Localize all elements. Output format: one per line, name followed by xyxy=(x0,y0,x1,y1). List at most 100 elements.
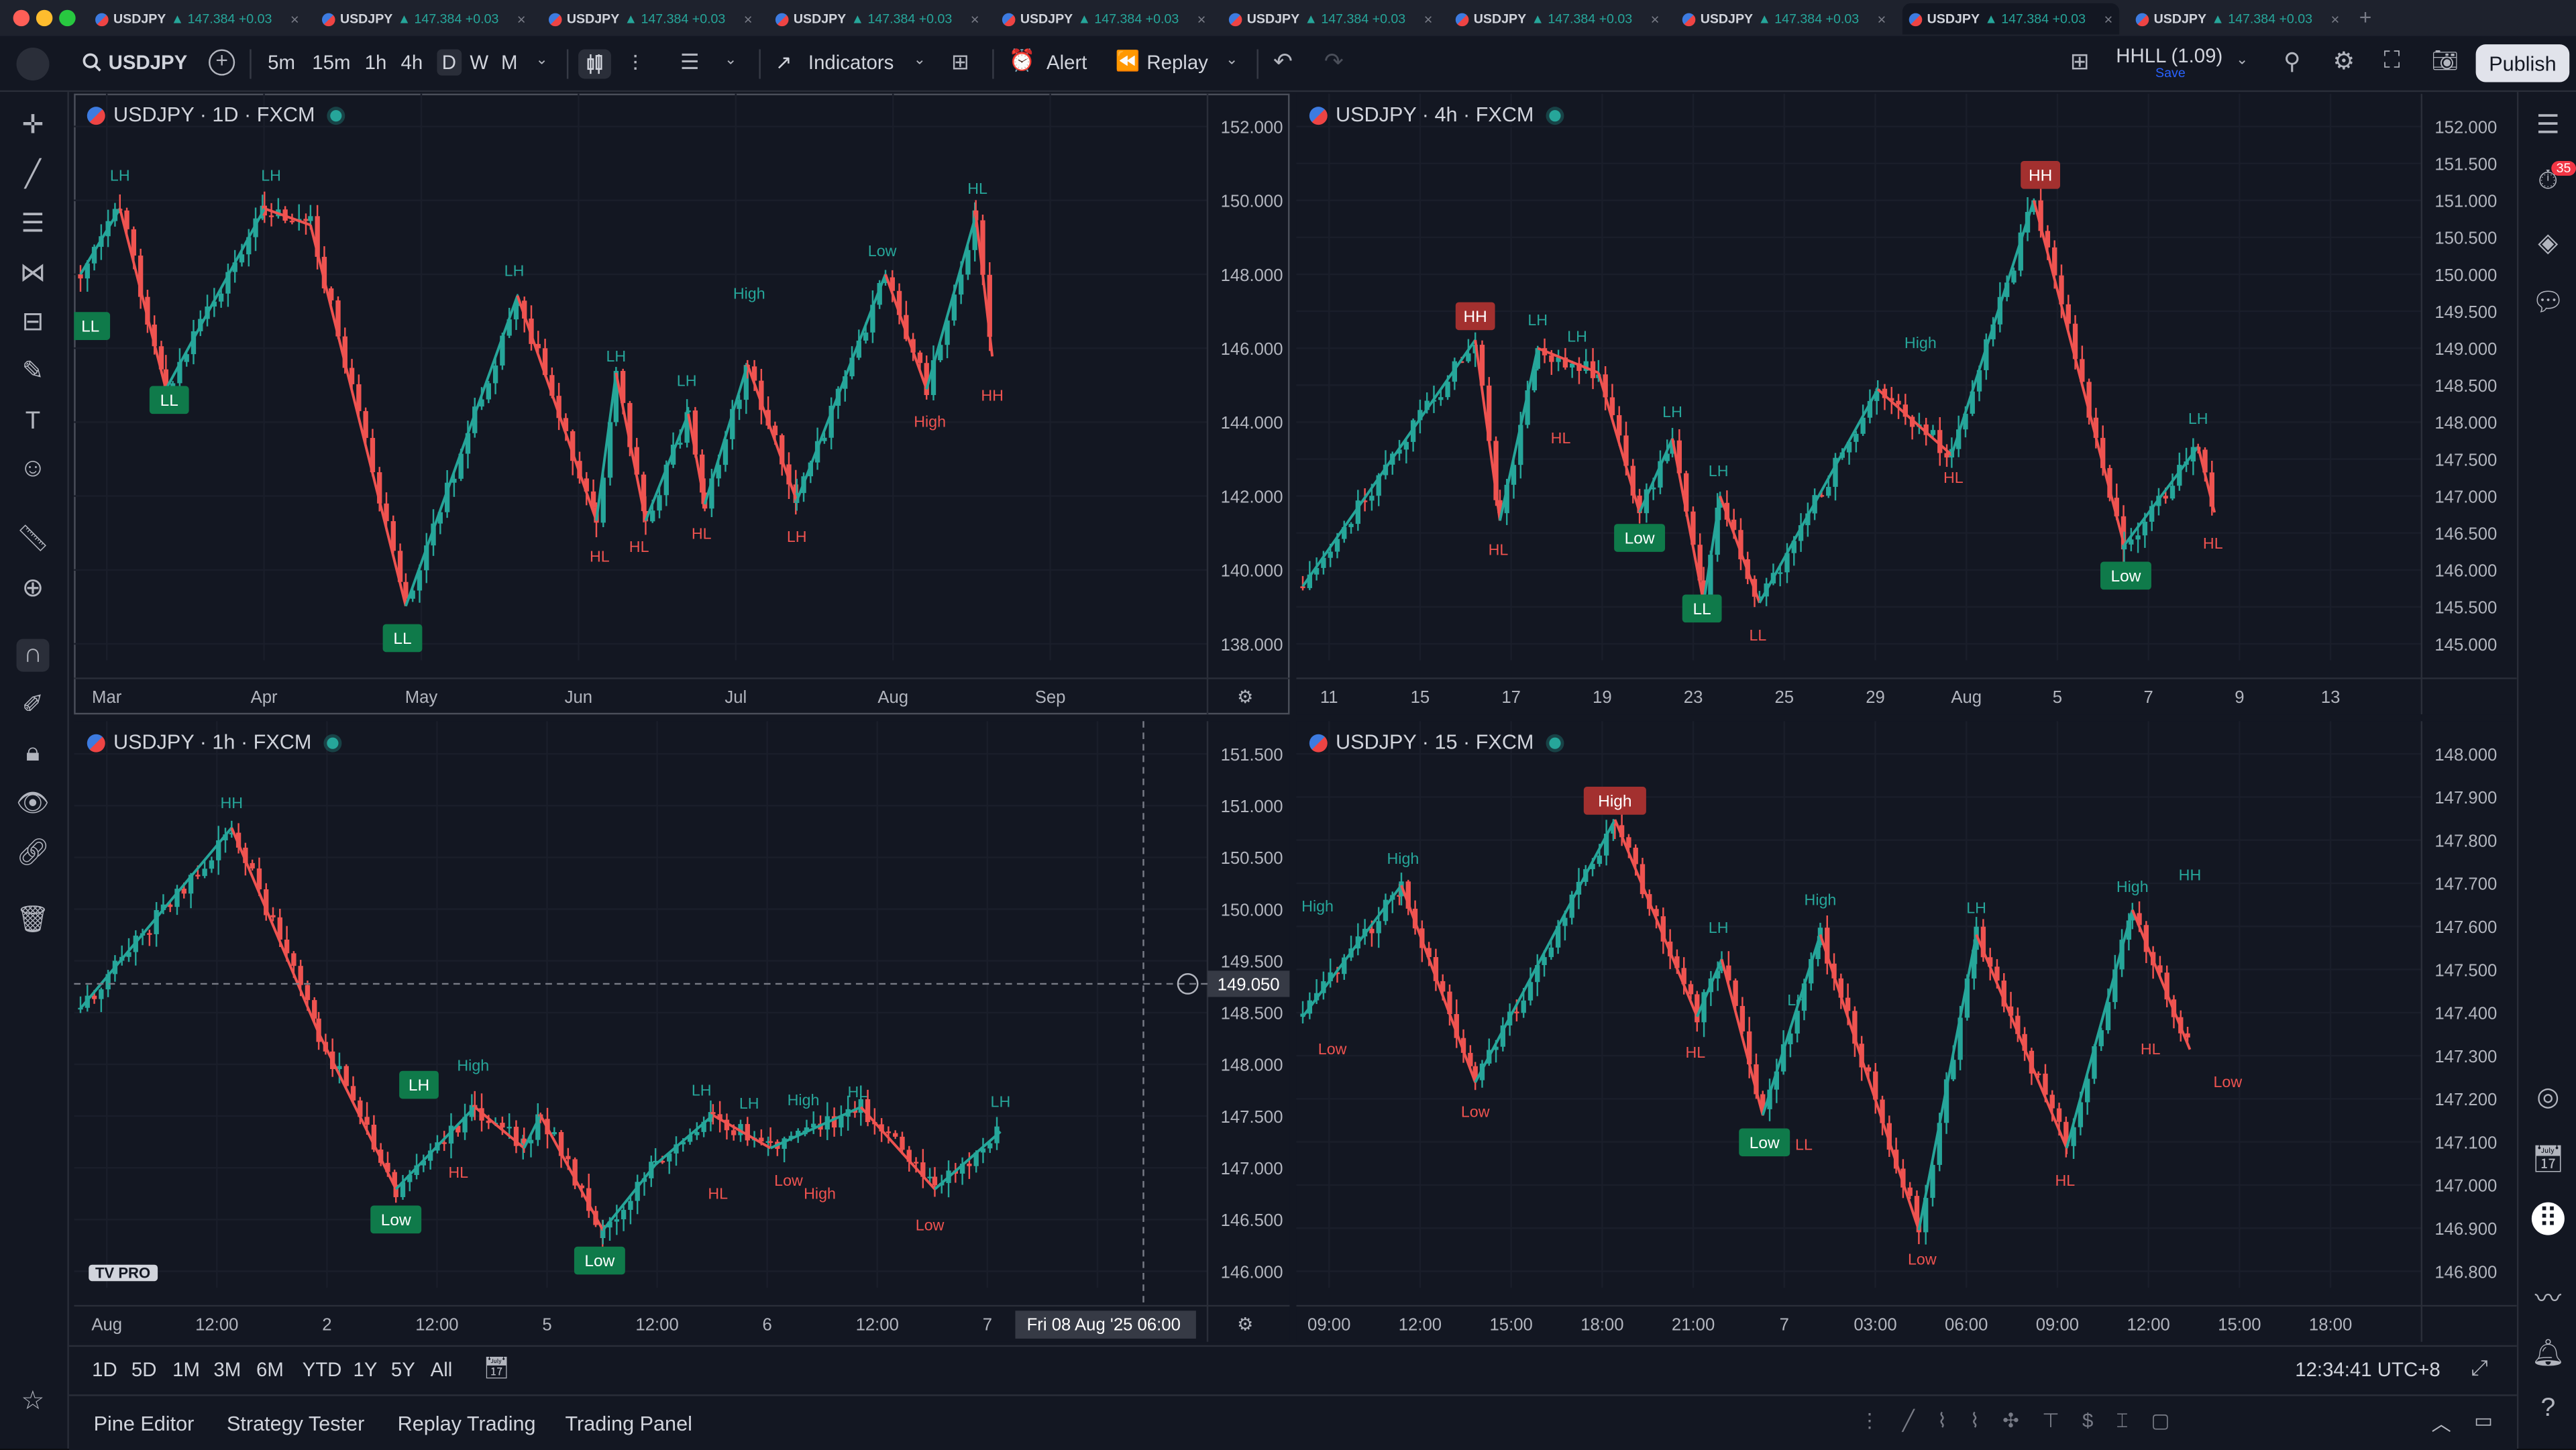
chevron-down-icon[interactable]: ⌄ xyxy=(1225,50,1238,68)
new-tab-button[interactable]: + xyxy=(2359,5,2372,30)
clock-time[interactable]: 12:34:41 UTC+8 xyxy=(2295,1358,2440,1382)
price-chart[interactable]: 152.000 151.500 151.000 150.500 150.000 149.5… xyxy=(1296,93,2517,715)
trash-icon[interactable]: 🗑︎ xyxy=(16,906,50,935)
magnet-icon[interactable]: ∩ xyxy=(16,638,50,672)
fib-icon[interactable]: ☰ xyxy=(21,210,45,239)
browser-tab[interactable]: USDJPY ▲ 147.384 +0.03 × xyxy=(996,3,1212,35)
price-chart[interactable]: 148.000 147.900 147.800 147.700 147.600 147.5… xyxy=(1296,721,2517,1342)
interval-4h[interactable]: 4h xyxy=(400,50,423,74)
lock-icon[interactable]: 🔒︎ xyxy=(25,739,40,767)
maximize-window-button[interactable] xyxy=(59,9,76,27)
quick-search-icon[interactable]: ⚲ xyxy=(2284,48,2301,74)
minimize-window-button[interactable] xyxy=(36,9,53,27)
tab-trading-panel[interactable]: Trading Panel xyxy=(565,1412,692,1436)
tab-pine-editor[interactable]: Pine Editor xyxy=(93,1412,195,1436)
eye-icon[interactable]: 👁︎ xyxy=(16,789,50,818)
range-ytd[interactable]: YTD xyxy=(302,1358,342,1382)
close-tab-icon[interactable]: × xyxy=(970,10,979,27)
browser-tab[interactable]: USDJPY ▲ 147.384 +0.03 × xyxy=(769,3,985,35)
symbol-search-input[interactable]: USDJPY xyxy=(108,50,188,74)
chart-pane[interactable]: 152.000 150.000 148.000 146.000 144.000 142.0… xyxy=(74,93,1290,715)
browser-tab[interactable]: USDJPY ▲ 147.384 +0.03 × xyxy=(89,3,305,35)
publish-button[interactable]: Publish xyxy=(2475,44,2570,82)
bar-type-icon[interactable]: ⫶ xyxy=(632,50,638,76)
expand-icon[interactable]: ⤢ xyxy=(2471,1355,2488,1380)
layout-name[interactable]: HHLL (1.09) xyxy=(2116,44,2223,68)
tab-strategy-tester[interactable]: Strategy Tester xyxy=(226,1412,365,1436)
calendar-icon[interactable]: 📅︎ xyxy=(2531,1146,2565,1175)
chat-icon[interactable]: 💬︎ xyxy=(2531,289,2565,317)
zoom-in-icon[interactable]: ⊕ xyxy=(21,575,44,603)
stay-drawing-icon[interactable]: ✐ xyxy=(21,691,44,720)
chevron-down-icon[interactable]: ⌄ xyxy=(535,50,548,68)
brush-icon[interactable]: ✎ xyxy=(21,357,44,386)
close-tab-icon[interactable]: × xyxy=(1197,10,1206,27)
compare-symbol-plus-icon[interactable]: + xyxy=(209,49,235,76)
watchlist-icon[interactable]: ☰ xyxy=(2536,111,2560,140)
target-icon[interactable]: ◎ xyxy=(2536,1084,2560,1112)
close-tab-icon[interactable]: × xyxy=(1877,10,1886,27)
multi-layout-icon[interactable]: ⊞ xyxy=(2070,48,2090,74)
pane-title[interactable]: USDJPY · 1h · FXCM xyxy=(87,731,338,754)
crosshair-icon[interactable]: ✛ xyxy=(21,111,44,140)
browser-tab[interactable]: USDJPY ▲ 147.384 +0.03 × xyxy=(315,3,532,35)
trend-line-icon[interactable]: ╱ xyxy=(25,161,41,189)
interval-d[interactable]: D xyxy=(437,49,462,76)
range-5d[interactable]: 5D xyxy=(131,1358,157,1382)
chevron-down-icon[interactable]: ⌄ xyxy=(724,50,737,68)
range-1d[interactable]: 1D xyxy=(92,1358,117,1382)
range-6m[interactable]: 6M xyxy=(256,1358,284,1382)
candles-icon[interactable] xyxy=(578,49,612,79)
chart-pane[interactable]: 151.500 151.000 150.500 150.000 149.500 148.5… xyxy=(74,721,1290,1342)
pane-title[interactable]: USDJPY · 1D · FXCM xyxy=(87,103,341,127)
goto-date-icon[interactable]: 📅︎ xyxy=(483,1355,511,1380)
layers-icon[interactable]: ◈ xyxy=(2538,229,2559,258)
broadcast-icon[interactable]: 〰 xyxy=(2534,1286,2561,1315)
help-icon[interactable]: ? xyxy=(2540,1394,2556,1423)
close-tab-icon[interactable]: × xyxy=(1424,10,1433,27)
browser-tab[interactable]: USDJPY ▲ 147.384 +0.03 × xyxy=(542,3,759,35)
interval-w[interactable]: W xyxy=(470,50,489,74)
text-icon[interactable]: T xyxy=(25,406,41,435)
chevron-down-icon[interactable]: ⌄ xyxy=(2236,50,2249,68)
chart-pane[interactable]: 152.000 151.500 151.000 150.500 150.000 149.5… xyxy=(1296,93,2517,715)
favorites-star-icon[interactable]: ☆ xyxy=(21,1388,45,1416)
range-all[interactable]: All xyxy=(430,1358,453,1382)
tab-replay-trading[interactable]: Replay Trading xyxy=(397,1412,536,1436)
layouts-grid-icon[interactable]: ⊞ xyxy=(951,49,969,74)
browser-tab[interactable]: USDJPY ▲ 147.384 +0.03 × xyxy=(2129,3,2346,35)
chart-pane[interactable]: 148.000 147.900 147.800 147.700 147.600 147.5… xyxy=(1296,721,2517,1342)
ruler-icon[interactable]: 📏︎ xyxy=(16,525,50,554)
settings-gear-icon[interactable]: ⚙ xyxy=(2332,48,2355,76)
price-chart[interactable]: 151.500 151.000 150.500 150.000 149.500 148.5… xyxy=(74,721,1290,1342)
axis-settings-gear-icon[interactable]: ⚙ xyxy=(1237,687,1253,708)
chart-style-icon[interactable]: ☰ xyxy=(680,49,700,74)
close-tab-icon[interactable]: × xyxy=(1650,10,1660,27)
undo-icon[interactable]: ↶ xyxy=(1273,48,1293,74)
user-avatar[interactable] xyxy=(16,48,50,81)
camera-screenshot-icon[interactable]: 📷︎ xyxy=(2431,48,2459,72)
link-icon[interactable]: 🔗︎ xyxy=(16,839,50,868)
notifications-bell-icon[interactable]: 🔔︎ xyxy=(2531,1340,2565,1369)
alert-button[interactable]: Alert xyxy=(1046,50,1087,74)
close-tab-icon[interactable]: × xyxy=(517,10,526,27)
pane-title[interactable]: USDJPY · 15 · FXCM xyxy=(1309,731,1560,754)
search-icon[interactable] xyxy=(82,51,101,72)
close-tab-icon[interactable]: × xyxy=(743,10,753,27)
browser-tab[interactable]: USDJPY ▲ 147.384 +0.03 × xyxy=(1222,3,1439,35)
close-tab-icon[interactable]: × xyxy=(2330,10,2340,27)
chevron-down-icon[interactable]: ⌄ xyxy=(913,50,926,68)
browser-tab[interactable]: USDJPY ▲ 147.384 +0.03 × xyxy=(1902,3,2120,35)
range-5y[interactable]: 5Y xyxy=(390,1358,415,1382)
range-1y[interactable]: 1Y xyxy=(353,1358,378,1382)
close-tab-icon[interactable]: × xyxy=(2104,10,2113,27)
pane-title[interactable]: USDJPY · 4h · FXCM xyxy=(1309,103,1560,127)
drawing-shortcuts[interactable]: ⋮╱⌇⌇✣⊤$⌶▢ xyxy=(1860,1409,2193,1433)
collapse-panel-icon[interactable]: ︿ xyxy=(2431,1412,2451,1436)
range-3m[interactable]: 3M xyxy=(213,1358,241,1382)
apps-grid-icon[interactable]: ⠿ xyxy=(2531,1202,2565,1235)
browser-tab[interactable]: USDJPY ▲ 147.384 +0.03 × xyxy=(1676,3,1892,35)
price-chart[interactable]: 152.000 150.000 148.000 146.000 144.000 142.0… xyxy=(74,93,1290,715)
fullscreen-icon[interactable]: ⛶ xyxy=(2383,46,2400,72)
interval-15m[interactable]: 15m xyxy=(312,50,351,74)
